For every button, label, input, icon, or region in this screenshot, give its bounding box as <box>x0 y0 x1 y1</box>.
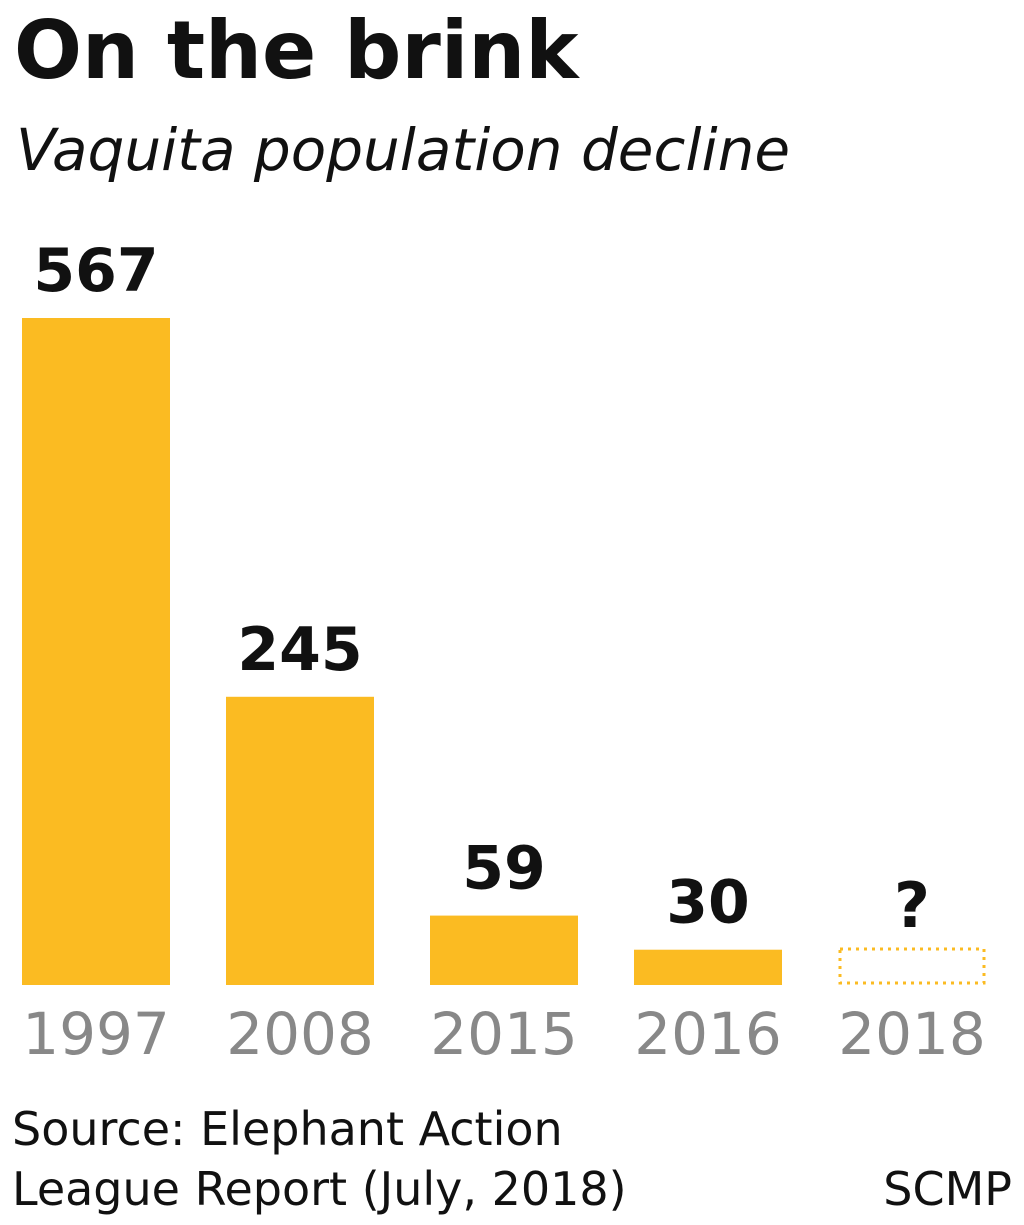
x-tick-label: 2018 <box>838 1000 986 1068</box>
bar <box>226 696 374 985</box>
x-tick-label: 2016 <box>634 1000 782 1068</box>
chart-title: On the brink <box>14 4 580 97</box>
bar <box>22 318 170 985</box>
x-tick-label: 2015 <box>430 1000 578 1068</box>
chart-subtitle: Vaquita population decline <box>16 116 790 184</box>
bar <box>430 915 578 985</box>
source: League Report (July, 2018) <box>12 1162 627 1216</box>
value-label: 567 <box>33 236 158 306</box>
value-label: 30 <box>666 868 750 938</box>
value-label: 245 <box>237 615 362 685</box>
x-tick-label: 2008 <box>226 1000 374 1068</box>
value-label: ? <box>894 869 930 942</box>
x-tick-label: 1997 <box>22 1000 170 1068</box>
credit: SCMP <box>883 1162 1012 1216</box>
bar <box>634 949 782 985</box>
placeholder-bar <box>838 947 986 985</box>
source: Source: Elephant Action <box>12 1102 563 1156</box>
value-label: 59 <box>462 834 546 904</box>
